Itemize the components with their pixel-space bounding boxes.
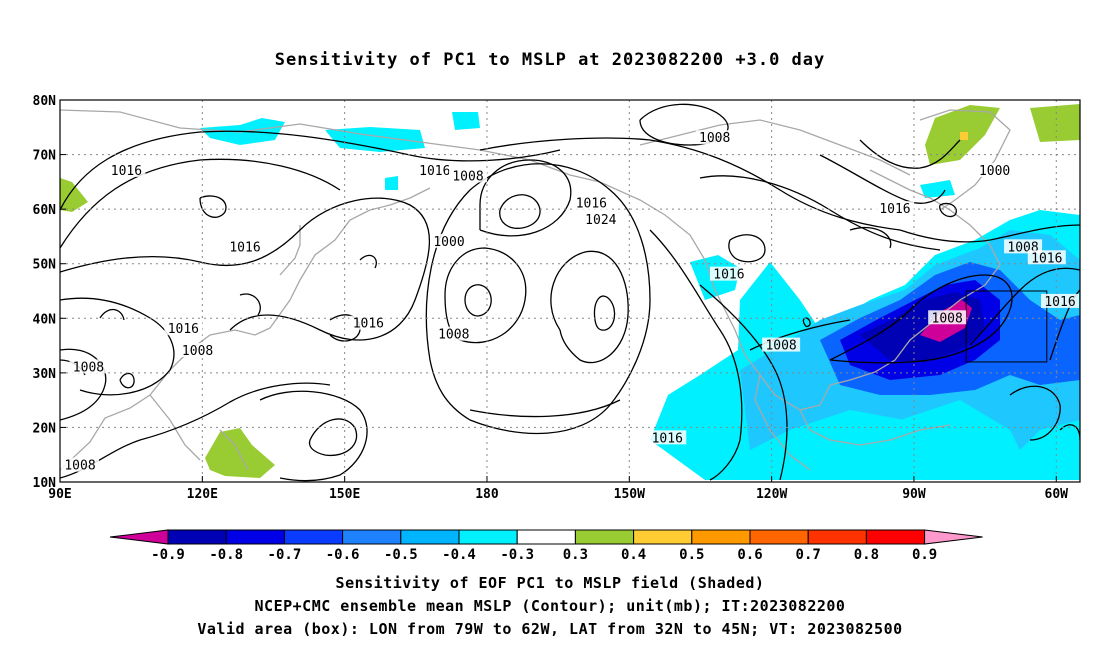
contour-label-bg xyxy=(69,359,108,374)
caption-valid-area: Valid area (box): LON from 79W to 62W, L… xyxy=(197,620,903,638)
map-title: Sensitivity of PC1 to MSLP at 2023082200… xyxy=(274,50,826,70)
lat-tick-label: 10N xyxy=(33,476,57,491)
contour-label: 1008 xyxy=(699,131,730,146)
lat-tick-label: 20N xyxy=(33,421,57,436)
contour-label-bg xyxy=(875,201,914,216)
contour-label: 1016 xyxy=(652,431,683,446)
caption-shading: Sensitivity of EOF PC1 to MSLP field (Sh… xyxy=(335,574,765,592)
lon-tick-label: 60W xyxy=(1045,487,1069,502)
contour-label-bg xyxy=(648,430,687,445)
lat-tick-label: 40N xyxy=(33,312,57,327)
contour-label-bg xyxy=(349,315,388,330)
shade-cyan-arctic-3 xyxy=(452,112,480,130)
lon-tick-label: 120W xyxy=(756,487,787,502)
contour-label-bg xyxy=(695,130,734,145)
contour-label-bg xyxy=(164,321,203,336)
contour-label: 1016 xyxy=(1044,295,1075,310)
contour-label-bg xyxy=(928,310,967,325)
lat-lon-grid xyxy=(60,100,1080,482)
contour-label-bg xyxy=(226,239,265,254)
contour-label: 1000 xyxy=(433,235,464,250)
caption-contour: NCEP+CMC ensemble mean MSLP (Contour); u… xyxy=(254,597,846,615)
shade-green-philippines xyxy=(205,428,275,478)
contour-label: 1016 xyxy=(879,202,910,217)
contour-label-bg xyxy=(762,337,801,352)
valid-area-box xyxy=(965,290,1048,363)
shade-green-greenland-east xyxy=(1030,104,1080,142)
contour-label: 1008 xyxy=(73,360,104,375)
contour-label-bg xyxy=(1027,250,1066,265)
shade-orange-dot xyxy=(960,132,968,140)
contour-label: 1016 xyxy=(576,197,607,212)
contour-label-bg xyxy=(709,266,748,281)
contour-label: 1008 xyxy=(182,344,213,359)
lat-tick-label: 50N xyxy=(33,258,57,273)
shade-cyan-arctic-2 xyxy=(325,127,425,152)
contour-label: 1016 xyxy=(353,317,384,332)
contour-label-bg xyxy=(415,162,454,177)
contour-label: 1008 xyxy=(452,169,483,184)
shade-cyan-siberia xyxy=(385,176,398,190)
contour-label: 1008 xyxy=(932,311,963,326)
contour-label-bg xyxy=(1004,239,1043,254)
contour-label: 1008 xyxy=(64,459,95,474)
lon-tick-label: 150E xyxy=(329,487,360,502)
contour-label-bg xyxy=(434,326,473,341)
lat-tick-label: 70N xyxy=(33,149,57,164)
contour-label: 1000 xyxy=(979,164,1010,179)
lat-tick-label: 60N xyxy=(33,203,57,218)
shade-green-india xyxy=(60,178,88,212)
contour-label: 1016 xyxy=(168,322,199,337)
contour-label-bg xyxy=(107,162,146,177)
contour-label-bg xyxy=(572,195,611,210)
lat-ticks: 10N 20N 30N 40N 50N 60N 70N 80N xyxy=(33,94,66,491)
contour-label: 1016 xyxy=(111,164,142,179)
map-frame xyxy=(59,99,1081,483)
contour-label: 1008 xyxy=(438,328,469,343)
lat-tick-label: 30N xyxy=(33,367,57,382)
lon-tick-label: 150W xyxy=(614,487,645,502)
lon-tick-label: 90E xyxy=(48,487,71,502)
contour-label-bg xyxy=(449,168,487,183)
contour-label-bg xyxy=(430,233,469,248)
contour-label: 1024 xyxy=(585,213,616,228)
lon-tick-label: 120E xyxy=(187,487,218,502)
lon-tick-label: 180 xyxy=(475,487,499,502)
contour-label: 1016 xyxy=(419,164,450,179)
contour-label: 1016 xyxy=(229,240,260,255)
lon-tick-label: 90W xyxy=(902,487,926,502)
shade-cyan-labrador xyxy=(920,180,955,198)
contour-label: 1016 xyxy=(713,268,744,283)
contour-label-bg xyxy=(1041,293,1079,308)
contour-label-bg xyxy=(178,343,217,358)
contour-label-bg xyxy=(61,457,99,472)
lat-tick-label: 80N xyxy=(33,94,57,109)
contour-label-bg xyxy=(975,162,1014,177)
contour-label: 1008 xyxy=(765,339,796,354)
shade-cyan-caribbean xyxy=(900,400,1030,480)
contour-label-bg xyxy=(581,212,620,227)
contour-label: 1016 xyxy=(1031,251,1062,266)
lon-ticks: 90E 120E 150E 180 150W 120W 90W 60W xyxy=(48,476,1068,502)
